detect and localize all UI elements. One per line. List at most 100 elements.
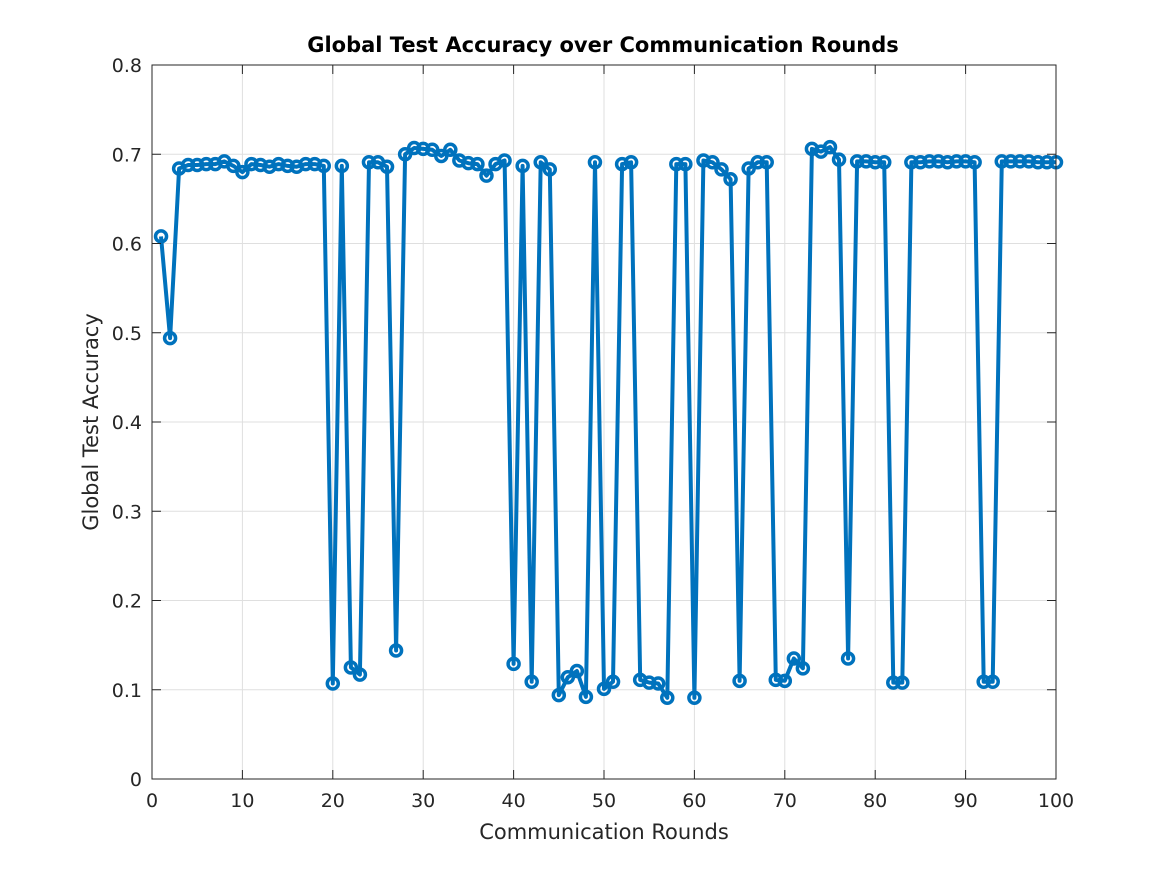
y-tick-label: 0.3: [112, 501, 142, 523]
x-tick-label: 20: [321, 790, 345, 812]
x-tick-label: 100: [1038, 790, 1074, 812]
data-point: [958, 154, 973, 169]
data-point: [605, 674, 621, 689]
series-layer: [153, 139, 1064, 706]
data-point: [732, 673, 747, 689]
data-point: [361, 155, 377, 170]
data-point: [931, 154, 946, 169]
data-point: [533, 155, 548, 170]
data-point: [235, 164, 250, 180]
data-point: [886, 675, 901, 690]
data-point: [678, 156, 693, 172]
data-point: [479, 168, 494, 183]
data-point: [542, 162, 558, 177]
data-point: [343, 660, 359, 675]
data-point: [994, 154, 1010, 169]
y-tick-label: 0.7: [112, 144, 142, 166]
data-point: [325, 676, 341, 691]
y-axis-label: Global Test Accuracy: [79, 313, 103, 531]
y-tick-label: 0.4: [112, 412, 142, 434]
data-point: [470, 156, 485, 172]
data-point: [198, 156, 214, 172]
data-point: [1039, 155, 1055, 170]
data-point: [858, 154, 874, 169]
data-point: [280, 158, 295, 174]
data-point: [768, 672, 784, 688]
data-point: [904, 155, 919, 170]
data-point: [569, 663, 585, 679]
x-tick-label: 10: [230, 790, 254, 812]
data-point: [587, 155, 603, 170]
data-point: [379, 159, 395, 174]
x-tick-label: 40: [502, 790, 526, 812]
y-tick-label: 0.2: [112, 591, 142, 613]
x-tick-label: 60: [682, 790, 706, 812]
data-point: [669, 156, 684, 172]
y-tick-label: 0: [130, 769, 142, 791]
data-point: [913, 155, 928, 170]
data-point: [578, 689, 594, 705]
data-point: [795, 661, 811, 676]
chart-title: Global Test Accuracy over Communication …: [307, 33, 899, 57]
data-point: [922, 154, 937, 169]
data-point: [551, 687, 567, 703]
data-point: [1003, 154, 1019, 169]
data-point: [506, 656, 521, 672]
data-point: [976, 674, 991, 689]
data-point: [189, 157, 205, 173]
data-point: [876, 155, 892, 170]
data-point: [461, 155, 476, 171]
data-point: [967, 155, 982, 170]
data-point: [415, 141, 431, 157]
data-point: [388, 643, 404, 658]
data-point: [524, 674, 539, 689]
data-point: [687, 690, 702, 706]
x-tick-label: 30: [411, 790, 435, 812]
x-axis-label: Communication Rounds: [479, 820, 729, 844]
data-point: [723, 171, 738, 187]
data-point: [831, 152, 847, 167]
data-point: [777, 673, 793, 689]
data-point: [443, 142, 458, 158]
x-tick-label: 80: [863, 790, 887, 812]
x-tick-label: 50: [592, 790, 616, 812]
data-point: [596, 681, 612, 697]
data-point: [985, 674, 1000, 689]
y-tick-label: 0.8: [112, 55, 142, 77]
data-point: [1012, 154, 1028, 169]
data-point: [714, 162, 729, 177]
data-point: [406, 140, 422, 156]
data-point: [515, 158, 530, 174]
data-point: [650, 676, 666, 691]
data-point: [867, 155, 883, 170]
data-point: [786, 651, 802, 666]
data-point: [623, 155, 639, 170]
x-tick-label: 70: [773, 790, 797, 812]
data-point: [849, 154, 865, 169]
x-tick-label: 90: [954, 790, 978, 812]
data-point: [660, 690, 675, 706]
x-tick-label: 0: [146, 790, 158, 812]
y-tick-label: 0.6: [112, 234, 142, 256]
data-point: [180, 157, 196, 173]
y-tick-label: 0.1: [112, 680, 142, 702]
data-point: [334, 158, 350, 174]
data-point: [162, 330, 178, 346]
data-point: [895, 675, 910, 690]
data-point: [352, 667, 368, 682]
data-point: [298, 156, 313, 172]
data-point: [705, 155, 720, 170]
data-point: [840, 651, 856, 666]
data-point: [940, 155, 955, 170]
data-point: [316, 158, 332, 174]
axis-ticks: 0 10 20 30 40 50 60 70 80 90 100 0 0.1 0.2 0.3 0.4 0.5 0.…: [112, 55, 1074, 812]
data-point: [949, 154, 964, 169]
data-point: [750, 155, 765, 170]
y-tick-label: 0.5: [112, 323, 142, 345]
data-point: [244, 156, 259, 172]
data-point: [641, 675, 657, 690]
data-point: [1030, 155, 1046, 170]
data-point: [153, 229, 169, 244]
data-point: [759, 155, 774, 170]
